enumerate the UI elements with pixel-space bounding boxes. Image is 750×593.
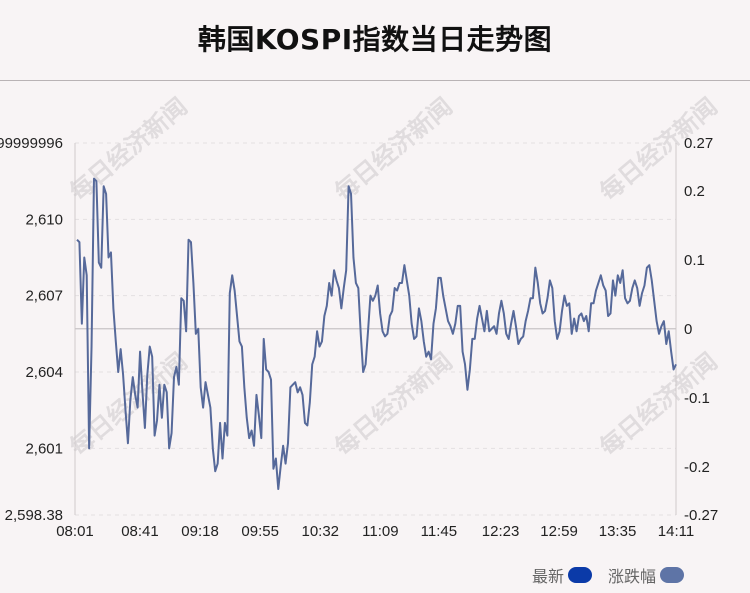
legend-swatch-change (660, 567, 685, 583)
x-tick-label: 08:01 (56, 523, 94, 540)
x-tick-label: 11:09 (362, 523, 398, 540)
y-left-tick-label: 2,604 (25, 364, 63, 381)
legend-label-change: 涨跌幅 (608, 567, 657, 586)
legend-swatch-latest (568, 567, 593, 583)
y-right-tick-label: -0.2 (684, 459, 710, 476)
y-right-tick-label: 0 (684, 321, 692, 338)
x-tick-label: 09:55 (241, 523, 279, 540)
series-line-kospi (76, 177, 677, 491)
y-left-tick-label: 2,601 (25, 440, 63, 457)
legend: 最新 涨跌幅 (532, 563, 685, 587)
y-left-tick-label: 2,607 (25, 288, 63, 305)
x-tick-label: 14:11 (658, 523, 694, 540)
x-tick-label: 13:35 (599, 523, 637, 540)
legend-item-latest[interactable]: 最新 (532, 563, 593, 587)
x-tick-label: 12:59 (540, 523, 578, 540)
x-tick-label: 09:18 (181, 523, 219, 540)
y-axis-left-ticks: 2,598.38 2,601 2,604 2,607 2,610 2,612.999999… (0, 135, 63, 524)
x-tick-label: 08:41 (121, 523, 159, 540)
y-right-tick-label: 0.27 (684, 135, 713, 152)
y-left-tick-label: 2,612.9999999996 (0, 135, 63, 152)
x-tick-label: 11:45 (421, 523, 457, 540)
y-axis-right-ticks: -0.27 -0.2 -0.1 0 0.1 0.2 0.27 (684, 135, 718, 524)
title-divider (0, 80, 750, 81)
y-left-tick-label: 2,598.38 (5, 507, 63, 524)
y-right-tick-label: 0.1 (684, 252, 705, 269)
y-left-tick-label: 2,610 (25, 211, 63, 228)
chart-title: 韩国KOSPI指数当日走势图 (197, 23, 553, 56)
x-tick-label: 12:23 (482, 523, 520, 540)
legend-label-latest: 最新 (532, 567, 565, 586)
y-right-tick-label: 0.2 (684, 183, 705, 200)
legend-item-change[interactable]: 涨跌幅 (608, 563, 685, 587)
y-right-tick-label: -0.27 (684, 507, 718, 524)
y-right-tick-label: -0.1 (684, 390, 710, 407)
x-tick-label: 10:32 (301, 523, 339, 540)
x-axis-ticks: 08:01 08:41 09:18 09:55 10:32 11:09 11:45 12:23… (56, 523, 694, 540)
